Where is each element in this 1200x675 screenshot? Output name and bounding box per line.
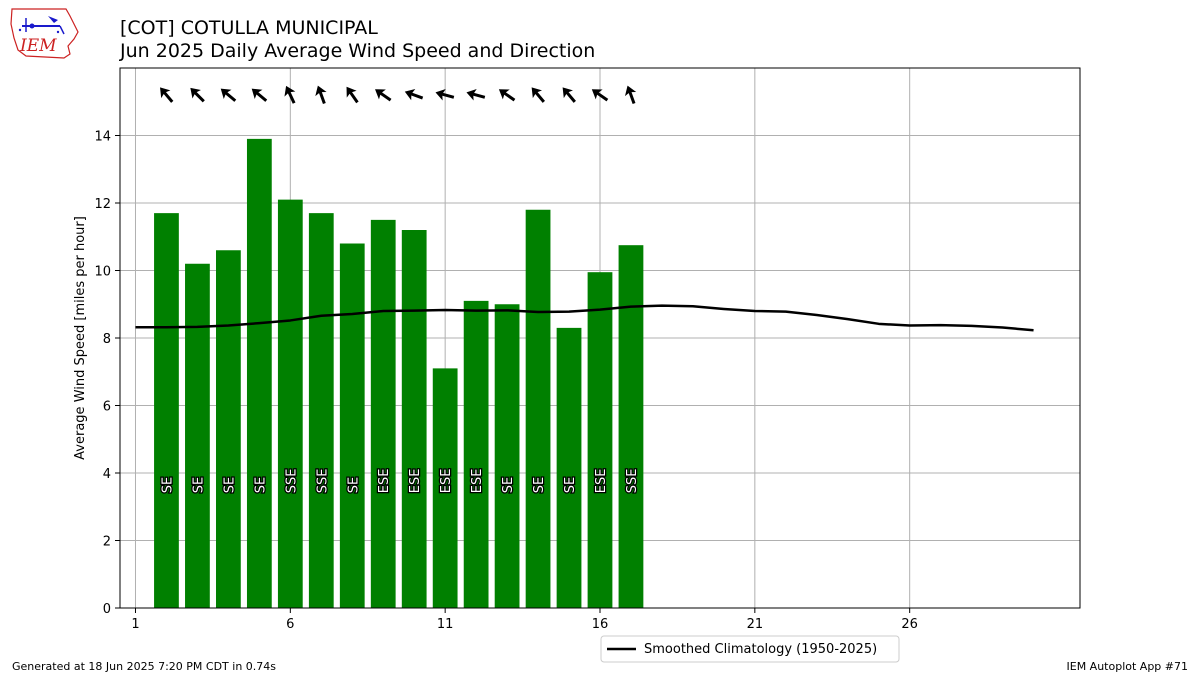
x-tick-label: 1 — [131, 617, 139, 632]
chart-subtitle: Jun 2025 Daily Average Wind Speed and Di… — [120, 40, 596, 62]
wind-bar — [277, 199, 303, 608]
y-tick-label: 10 — [94, 265, 111, 280]
wind-bar — [370, 219, 396, 608]
direction-label: SE — [222, 477, 237, 493]
arrow-shape — [284, 85, 296, 104]
wind-bar — [525, 209, 551, 608]
direction-arrow — [190, 87, 205, 103]
direction-arrow — [284, 85, 296, 104]
wind-bar — [587, 272, 613, 608]
direction-arrow — [624, 85, 637, 104]
direction-label: SSE — [315, 469, 330, 494]
iem-logo: IEM — [10, 8, 79, 59]
direction-arrow — [375, 89, 392, 102]
arrow-shape — [160, 87, 174, 103]
direction-label: SE — [191, 477, 206, 493]
wind-bar — [185, 263, 210, 608]
y-tick-label: 12 — [94, 197, 111, 212]
wind-bar — [494, 304, 520, 608]
wind-bar — [308, 213, 334, 608]
wind-bar — [618, 245, 644, 608]
arrow-shape — [251, 88, 268, 102]
y-tick-label: 0 — [103, 602, 111, 617]
arrow-shape — [220, 88, 237, 102]
arrow-shape — [466, 88, 486, 101]
direction-arrow — [251, 88, 268, 102]
y-tick-label: 4 — [103, 467, 111, 482]
x-tick-label: 21 — [747, 617, 764, 632]
direction-arrow — [562, 87, 576, 103]
chart-title: [COT] COTULLA MUNICIPAL — [120, 17, 378, 39]
direction-label: SSE — [625, 469, 640, 494]
direction-label: SE — [160, 477, 175, 493]
arrow-shape — [190, 87, 205, 103]
direction-arrow — [498, 89, 516, 102]
direction-label: ESE — [408, 469, 423, 494]
y-tick-label: 2 — [103, 535, 111, 550]
x-tick-label: 11 — [437, 617, 454, 632]
arrow-shape — [624, 85, 637, 104]
direction-label: ESE — [594, 469, 609, 494]
x-tick-label: 16 — [592, 617, 609, 632]
direction-arrow — [404, 89, 424, 101]
arrow-shape — [375, 89, 392, 102]
direction-arrow — [315, 85, 327, 104]
wind-bar — [246, 138, 272, 608]
direction-label: SE — [253, 477, 268, 493]
direction-labels: SE SE SE SE SSE SSE SE ESE ESE ESE ESE SE SE SE ESE SSE — [159, 467, 641, 494]
wind-bar — [463, 300, 489, 608]
app-id-label: IEM Autoplot App #71 — [1066, 660, 1189, 673]
arrow-shape — [498, 89, 516, 102]
wind-bar — [154, 213, 179, 608]
arrow-shape — [404, 89, 424, 101]
direction-arrow — [346, 86, 359, 104]
direction-arrow — [531, 87, 545, 103]
arrow-shape — [315, 85, 327, 104]
direction-label: SSE — [284, 469, 299, 494]
arrow-shape — [435, 88, 455, 101]
x-tick-label: 26 — [901, 617, 918, 632]
wind-bar — [432, 368, 458, 608]
direction-arrow — [160, 87, 174, 103]
arrow-shape — [562, 87, 576, 103]
wind-bar — [216, 250, 241, 608]
direction-label: ESE — [377, 469, 392, 494]
y-tick-label: 8 — [103, 332, 111, 347]
arrow-shape — [531, 87, 545, 103]
climatology-line — [135, 304, 1034, 332]
y-axis-label: Average Wind Speed [miles per hour] — [73, 216, 88, 460]
direction-label: SE — [532, 477, 547, 493]
climatology-line-layer — [135, 304, 1034, 332]
direction-arrow — [591, 89, 609, 102]
legend-box — [600, 635, 900, 663]
wind-bar — [401, 230, 427, 608]
direction-arrow — [220, 88, 237, 102]
wind-bar — [556, 327, 582, 608]
bars — [154, 138, 644, 608]
legend: Smoothed Climatology (1950-2025) — [600, 635, 900, 663]
direction-label: ESE — [470, 469, 485, 494]
direction-label: SE — [563, 477, 578, 493]
wind-bar — [339, 243, 365, 608]
direction-label: ESE — [439, 469, 454, 494]
direction-label: SE — [346, 477, 361, 493]
direction-label: SE — [501, 477, 516, 493]
direction-arrow — [435, 88, 455, 101]
y-tick-label: 14 — [94, 130, 111, 145]
arrow-shape — [591, 89, 609, 102]
y-tick-label: 6 — [103, 400, 111, 415]
direction-arrow — [466, 88, 486, 101]
logo-text: IEM — [19, 36, 57, 56]
legend-label: Smoothed Climatology (1950-2025) — [644, 642, 877, 657]
direction-arrows — [160, 85, 637, 104]
x-tick-label: 6 — [286, 617, 294, 632]
arrow-shape — [346, 86, 359, 104]
generated-timestamp: Generated at 18 Jun 2025 7:20 PM CDT in … — [12, 660, 277, 673]
